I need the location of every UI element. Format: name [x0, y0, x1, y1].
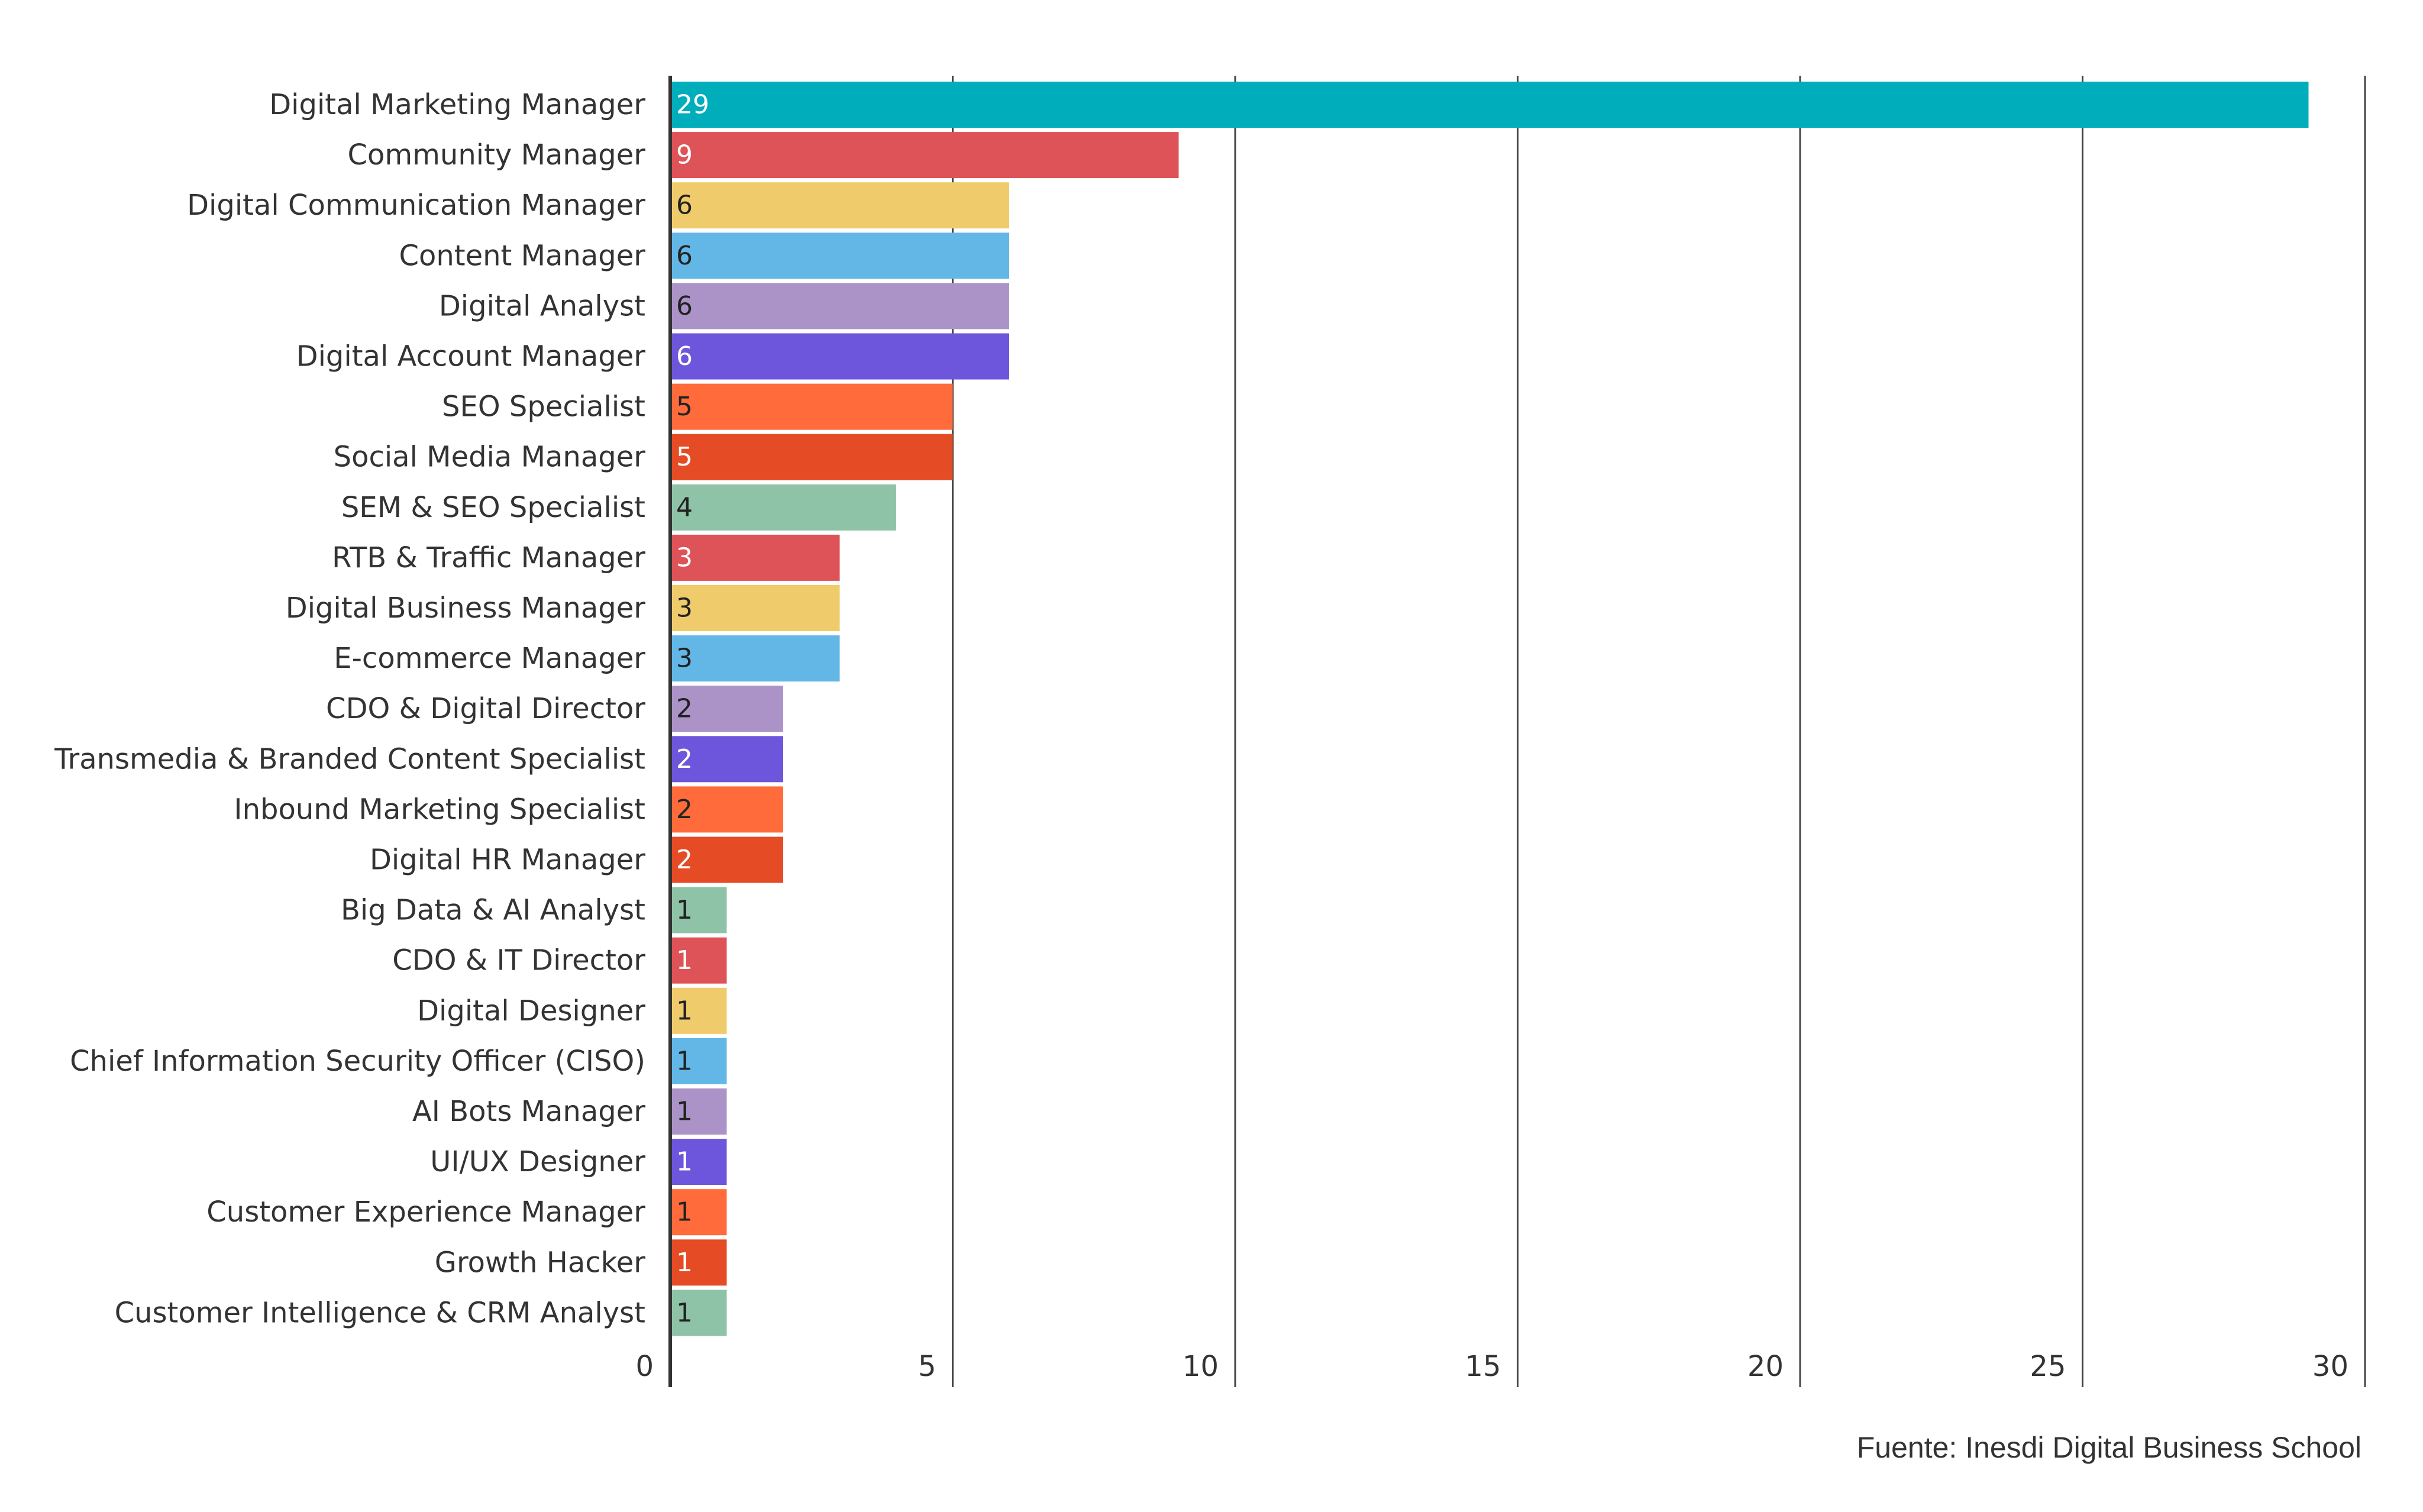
category-label: CDO & IT Director — [392, 944, 645, 977]
category-label: Transmedia & Branded Content Specialist — [54, 742, 645, 776]
bar — [670, 1189, 727, 1236]
x-tick-label: 5 — [918, 1350, 936, 1383]
category-label: Customer Experience Manager — [206, 1196, 645, 1229]
category-label: Digital Account Manager — [296, 340, 646, 373]
category-label: Digital HR Manager — [370, 844, 645, 877]
bar-value-label: 9 — [676, 140, 693, 170]
bar — [670, 585, 840, 631]
bar — [670, 736, 783, 783]
bar-value-label: 6 — [676, 291, 693, 321]
bar — [670, 987, 727, 1034]
category-label: Growth Hacker — [435, 1246, 646, 1279]
bar-value-label: 1 — [676, 1046, 693, 1076]
category-label: Digital Designer — [417, 994, 645, 1028]
bar-value-label: 1 — [676, 1248, 693, 1278]
bar — [670, 534, 840, 581]
bar-value-label: 5 — [676, 442, 693, 472]
bar — [670, 635, 840, 682]
category-label: Content Manager — [399, 239, 645, 272]
x-tick-label: 30 — [2312, 1350, 2348, 1383]
bar — [670, 232, 1009, 279]
bar — [670, 182, 1009, 229]
category-label: Community Manager — [348, 138, 646, 172]
bar-value-label: 1 — [676, 996, 693, 1026]
bar — [670, 786, 783, 833]
category-label: E-commerce Manager — [334, 642, 645, 675]
bar-value-label: 1 — [676, 1298, 693, 1328]
bar-value-label: 6 — [676, 190, 693, 221]
bar — [670, 383, 953, 430]
category-label: Big Data & AI Analyst — [341, 894, 645, 927]
bar-value-label: 3 — [676, 542, 693, 573]
bar — [670, 333, 1009, 380]
grid-lines — [952, 76, 2366, 1387]
bar — [670, 484, 896, 531]
bar-value-label: 4 — [676, 492, 693, 522]
bar-value-label: 5 — [676, 392, 693, 422]
x-tick-label: 0 — [635, 1350, 654, 1383]
bars — [670, 82, 2309, 1336]
category-label: Digital Business Manager — [286, 592, 646, 625]
bar-value-label: 2 — [676, 794, 693, 825]
bar-value-label: 3 — [676, 593, 693, 623]
category-label: UI/UX Designer — [430, 1145, 645, 1178]
bar-value-label: 3 — [676, 644, 693, 674]
bar-value-label: 1 — [676, 1097, 693, 1127]
bar — [670, 887, 727, 933]
category-label: SEO Specialist — [442, 390, 645, 424]
x-tick-label: 20 — [1747, 1350, 1784, 1383]
bar-value-label: 6 — [676, 241, 693, 271]
bar — [670, 686, 783, 732]
category-label: SEM & SEO Specialist — [341, 491, 645, 524]
bar — [670, 1290, 727, 1336]
category-label: Inbound Marketing Specialist — [234, 793, 645, 826]
bar — [670, 1038, 727, 1084]
bar — [670, 1239, 727, 1286]
value-labels: 29 9 6 6 6 6 5 5 4 3 3 3 2 2 2 2 1 1 1 1 1 1 1 1 1 — [676, 90, 709, 1328]
bar-value-label: 1 — [676, 945, 693, 975]
bar-value-label: 2 — [676, 744, 693, 774]
bar-value-label: 1 — [676, 895, 693, 925]
x-tick-label: 15 — [1465, 1350, 1501, 1383]
bar — [670, 283, 1009, 329]
bar-value-label: 29 — [676, 90, 709, 120]
bar-value-label: 1 — [676, 1197, 693, 1227]
category-label: CDO & Digital Director — [326, 692, 645, 725]
bar-value-label: 2 — [676, 845, 693, 875]
bar — [670, 434, 953, 480]
category-label: Digital Marketing Manager — [269, 88, 645, 121]
bar-value-label: 2 — [676, 694, 693, 724]
bar — [670, 836, 783, 883]
x-axis-tick-labels: 0 5 10 15 20 25 30 — [635, 1350, 2348, 1383]
category-labels: Digital Marketing Manager Community Manag… — [54, 88, 645, 1329]
bar — [670, 132, 1179, 179]
category-label: Digital Analyst — [439, 289, 645, 322]
bar — [670, 82, 2309, 128]
x-tick-label: 10 — [1183, 1350, 1219, 1383]
category-label: Social Media Manager — [334, 441, 646, 474]
category-label: Customer Intelligence & CRM Analyst — [115, 1296, 645, 1329]
bar-value-label: 1 — [676, 1147, 693, 1177]
category-label: AI Bots Manager — [412, 1095, 645, 1128]
x-tick-label: 25 — [2030, 1350, 2066, 1383]
bar — [670, 937, 727, 984]
bar — [670, 1139, 727, 1185]
bar — [670, 1088, 727, 1135]
source-note: Fuente: Inesdi Digital Business School — [1856, 1431, 2361, 1464]
category-label: Chief Information Security Officer (CISO… — [70, 1045, 645, 1078]
category-label: Digital Communication Manager — [187, 189, 645, 222]
bar-value-label: 6 — [676, 341, 693, 371]
category-label: RTB & Traffic Manager — [332, 541, 645, 574]
